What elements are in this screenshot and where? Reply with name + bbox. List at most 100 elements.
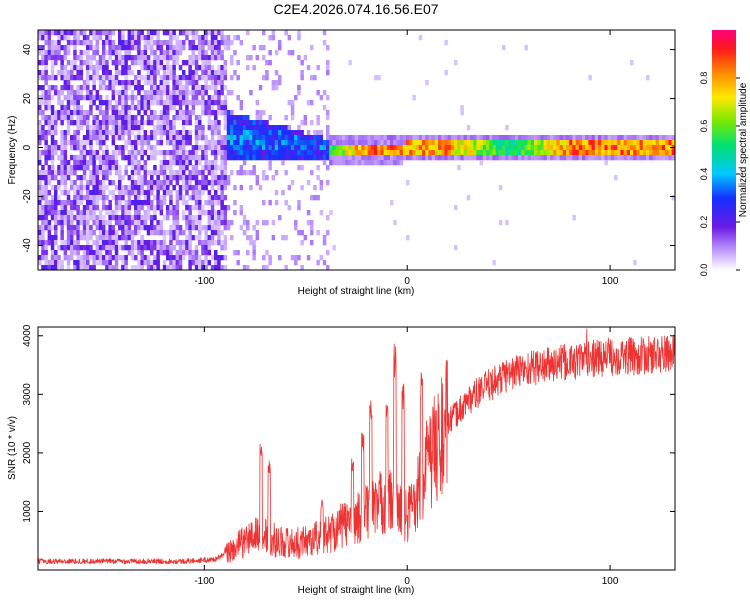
spectrogram-cell [63, 205, 68, 211]
spectrogram-cell [150, 225, 154, 231]
spectrogram-cell [175, 50, 180, 56]
spectrogram-cell [44, 95, 48, 101]
spectrogram-cell [47, 230, 52, 236]
spectrogram-cell [178, 130, 183, 136]
spectrogram-cell [92, 125, 96, 131]
spectrogram-cell [178, 165, 183, 171]
spectrogram-cell [137, 100, 141, 106]
spectrogram-cell [60, 235, 64, 241]
spectrogram-cell [422, 145, 426, 151]
spectrogram-cell [102, 205, 106, 211]
spectrogram-cell [153, 50, 157, 56]
spectrogram-cell [60, 180, 64, 186]
spectrogram-ytick-label: 20 [22, 93, 33, 105]
spectrogram-cell [591, 155, 596, 161]
spectrogram-cell [246, 55, 250, 61]
spectrogram-cell [198, 195, 202, 201]
spectrogram-cell [188, 170, 192, 176]
spectrogram-cell [130, 40, 135, 46]
spectrogram-cell [233, 50, 237, 56]
spectrogram-cell [300, 240, 304, 246]
spectrogram-cell [194, 125, 199, 131]
spectrogram-cell [38, 30, 42, 36]
spectrogram-cell [134, 155, 138, 161]
spectrogram-cell [159, 140, 164, 146]
spectrogram-cell [294, 95, 298, 101]
spectrogram-cell [306, 220, 311, 226]
spectrogram-cell [217, 185, 221, 191]
spectrogram-cell [169, 30, 173, 36]
spectrogram-cell [444, 140, 448, 146]
spectrogram-cell [111, 155, 116, 161]
spectrogram-cell [66, 260, 71, 266]
spectrogram-cell [111, 85, 116, 91]
spectrogram-cell [105, 240, 109, 246]
spectrogram-cell [47, 95, 52, 101]
spectrogram-cell [214, 140, 218, 146]
spectrogram-cell [175, 175, 180, 181]
spectrogram-cell [460, 155, 464, 161]
spectrogram-cell [57, 260, 61, 266]
spectrogram-cell [185, 240, 189, 246]
spectrogram-cell [646, 140, 650, 146]
spectrogram-cell [204, 55, 208, 61]
spectrogram-cell [44, 175, 48, 181]
spectrogram-cell [86, 130, 90, 136]
spectrogram-cell [156, 170, 160, 176]
spectrogram-cell [415, 155, 420, 161]
spectrogram-cell [124, 65, 128, 71]
spectrogram-cell [162, 195, 167, 201]
spectrogram-cell [102, 75, 106, 81]
spectrogram-cell [412, 150, 416, 156]
spectrogram-cell [252, 130, 256, 136]
spectrogram-cell [246, 145, 250, 151]
spectrogram-cell [246, 265, 250, 270]
spectrogram-cell [105, 155, 109, 161]
spectrogram-cell [191, 45, 196, 51]
spectrogram-cell [50, 200, 55, 206]
spectrogram-cell [220, 195, 224, 201]
spectrogram-cell [252, 170, 256, 176]
spectrogram-cell [230, 115, 234, 121]
spectrogram-cell [76, 40, 80, 46]
spectrogram-cell [310, 120, 314, 126]
spectrogram-cell [335, 160, 340, 166]
spectrogram-cell [191, 95, 196, 101]
spectrogram-cell [140, 135, 144, 141]
spectrogram-cell [47, 130, 52, 136]
spectrogram-cell [166, 85, 170, 91]
spectrogram-cell [86, 210, 90, 216]
spectrogram-cell [89, 90, 93, 96]
spectrogram-cell [108, 230, 112, 236]
spectrogram-cell [86, 55, 90, 61]
spectrogram-cell [105, 130, 109, 136]
spectrogram-ytick-label: 40 [22, 44, 33, 56]
spectrogram-cell [50, 85, 55, 91]
spectrogram-cell [95, 240, 100, 246]
spectrogram-cell [95, 150, 100, 156]
spectrogram-cell [140, 105, 144, 111]
spectrogram-cell [159, 170, 164, 176]
spectrogram-cell [300, 230, 304, 236]
spectrogram-cell [50, 125, 55, 131]
spectrogram-cell [162, 180, 167, 186]
spectrogram-cell [178, 265, 183, 270]
spectrogram-cell [175, 45, 180, 51]
spectrogram-cell [297, 165, 301, 171]
spectrogram-cell [441, 135, 445, 141]
spectrogram-cell [134, 140, 138, 146]
spectrogram-cell [604, 145, 608, 151]
spectrogram-cell [374, 75, 378, 81]
spectrogram-cell [102, 60, 106, 66]
spectrogram-cell [188, 130, 192, 136]
spectrogram-cell [201, 40, 205, 46]
spectrogram-cell [242, 170, 247, 176]
spectrogram-cell [143, 175, 148, 181]
spectrogram-cell [124, 140, 128, 146]
spectrogram-cell [278, 155, 282, 161]
spectrogram-cell [76, 240, 80, 246]
spectrogram-cell [294, 155, 298, 161]
spectrogram-cell [143, 90, 148, 96]
spectrogram-cell [204, 140, 208, 146]
spectrogram-cell [210, 255, 215, 261]
